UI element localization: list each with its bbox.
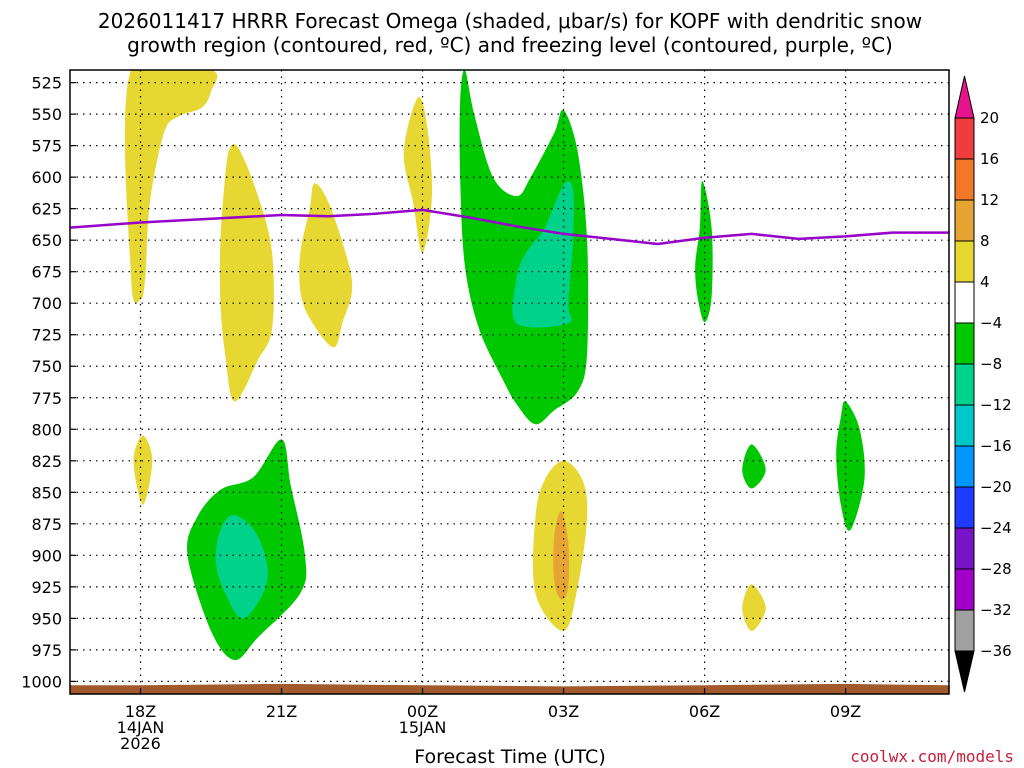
colorbar-label: −24 [980, 519, 1012, 537]
freezing-level-line [70, 208, 949, 246]
colorbar-label: −28 [980, 560, 1012, 578]
colorbar-label: 20 [980, 109, 999, 127]
colorbar-bottom-arrow [954, 650, 975, 693]
colorbar-label: −32 [980, 601, 1012, 619]
omega-positive-22z [299, 183, 353, 348]
y-tick-label: 1000 [21, 672, 62, 691]
y-tick-label: 800 [31, 420, 62, 439]
y-axis: 525 550 575 600 625 650 675 700 725 750 775 800 825 8… [21, 74, 76, 691]
chart-title-line-1: 2026011417 HRRR Forecast Omega (shaded, … [98, 9, 922, 33]
x-tick-label: 2026 [120, 734, 161, 753]
colorbar: 20 16 12 8 4 −4 −8 −12 −16 −20 −24 −28 −32 −36 [954, 75, 1012, 693]
colorbar-band [954, 486, 975, 529]
omega-positive-07z [742, 584, 766, 631]
colorbar-top-arrow [954, 75, 975, 119]
colorbar-band [954, 527, 975, 570]
omega-negative-06z [695, 180, 713, 323]
y-tick-label: 725 [31, 326, 62, 345]
plot-frame [69, 69, 950, 695]
y-tick-label: 825 [31, 452, 62, 471]
omega-positive-00z-upper [403, 97, 433, 253]
omega-negative-03z-core [512, 181, 574, 328]
y-tick-label: 975 [31, 641, 62, 660]
x-tick-label: 18Z [125, 702, 156, 721]
omega-negative-02z [459, 70, 589, 425]
colorbar-label: 8 [980, 232, 990, 250]
ground-surface [70, 683, 949, 694]
y-tick-label: 625 [31, 200, 62, 219]
colorbar-band [954, 158, 975, 201]
x-axis-label: Forecast Time (UTC) [414, 746, 605, 768]
colorbar-label: −16 [980, 437, 1012, 455]
colorbar-band [954, 404, 975, 447]
x-tick-label: 14JAN [117, 718, 165, 737]
credit-text: coolwx.com/models [850, 747, 1014, 766]
colorbar-label: 12 [980, 191, 999, 209]
colorbar-band [954, 322, 975, 365]
y-tick-label: 700 [31, 294, 62, 313]
colorbar-label: −8 [980, 355, 1002, 373]
colorbar-label: −20 [980, 478, 1012, 496]
x-tick-label: 00Z [407, 702, 438, 721]
omega-negative-09z [836, 401, 865, 531]
chart-title-line-2: growth region (contoured, red, ºC) and f… [127, 33, 893, 57]
x-tick-label: 06Z [689, 702, 720, 721]
y-tick-label: 925 [31, 578, 62, 597]
y-tick-label: 850 [31, 483, 62, 502]
colorbar-label: −4 [980, 314, 1002, 332]
y-tick-label: 525 [31, 74, 62, 93]
colorbar-label: 4 [980, 273, 990, 291]
y-tick-label: 950 [31, 609, 62, 628]
omega-positive-18z-low [133, 435, 153, 505]
colorbar-label: −36 [980, 642, 1012, 660]
colorbar-band [954, 240, 975, 283]
y-tick-label: 675 [31, 263, 62, 282]
omega-positive-18z-upper [124, 70, 218, 304]
omega-regions [124, 70, 865, 661]
freezing-level [70, 208, 949, 246]
colorbar-band [954, 445, 975, 488]
y-tick-label: 650 [31, 231, 62, 250]
x-tick-label: 21Z [266, 702, 297, 721]
colorbar-band [954, 281, 975, 324]
x-tick-label: 03Z [548, 702, 579, 721]
chart-title: 2026011417 HRRR Forecast Omega (shaded, … [98, 9, 922, 57]
y-tick-label: 875 [31, 515, 62, 534]
colorbar-band [954, 199, 975, 242]
y-tick-label: 775 [31, 389, 62, 408]
colorbar-band [954, 363, 975, 406]
colorbar-band [954, 568, 975, 611]
colorbar-label: 16 [980, 150, 999, 168]
omega-negative-20z-core [215, 514, 268, 619]
x-tick-label: 09Z [830, 702, 861, 721]
y-tick-label: 575 [31, 137, 62, 156]
omega-negative-07z [742, 444, 766, 489]
x-tick-label: 15JAN [399, 718, 447, 737]
y-tick-label: 600 [31, 168, 62, 187]
omega-positive-03z-core [553, 511, 570, 600]
ground-band [70, 683, 949, 694]
y-tick-label: 900 [31, 546, 62, 565]
colorbar-band [954, 609, 975, 652]
y-tick-label: 550 [31, 105, 62, 124]
grid [70, 70, 949, 694]
y-tick-label: 750 [31, 357, 62, 376]
colorbar-label: −12 [980, 396, 1012, 414]
colorbar-band [954, 117, 975, 160]
